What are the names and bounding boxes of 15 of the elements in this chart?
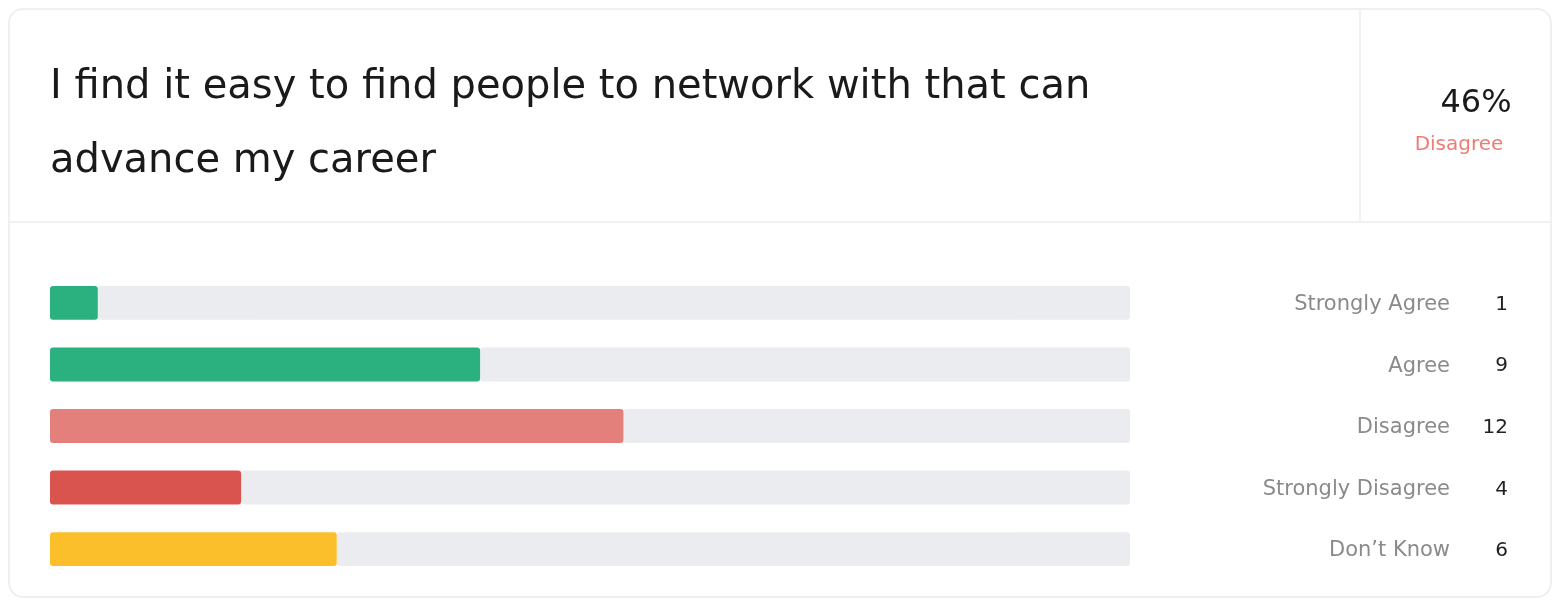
- data-label: 1: [1495, 290, 1508, 315]
- data-label: 4: [1495, 475, 1508, 500]
- bar: [50, 286, 98, 320]
- y-tick-label: Strongly Agree: [1294, 291, 1450, 316]
- y-tick-label: Strongly Disagree: [1262, 475, 1450, 500]
- data-label: 9: [1495, 352, 1508, 377]
- text: Disagree: [1414, 131, 1504, 155]
- data-label: 12: [1482, 414, 1508, 438]
- chart-title: I find it easy to find people to network with that can advance my career: [50, 61, 1091, 181]
- y-tick-label: Disagree: [1356, 414, 1450, 439]
- y-tick-label: Agree: [1388, 352, 1450, 377]
- bar: [50, 470, 242, 505]
- y-tick-label: Don’t Know: [1328, 537, 1450, 562]
- data-label: 6: [1495, 537, 1508, 562]
- text: 46%: [1440, 82, 1512, 120]
